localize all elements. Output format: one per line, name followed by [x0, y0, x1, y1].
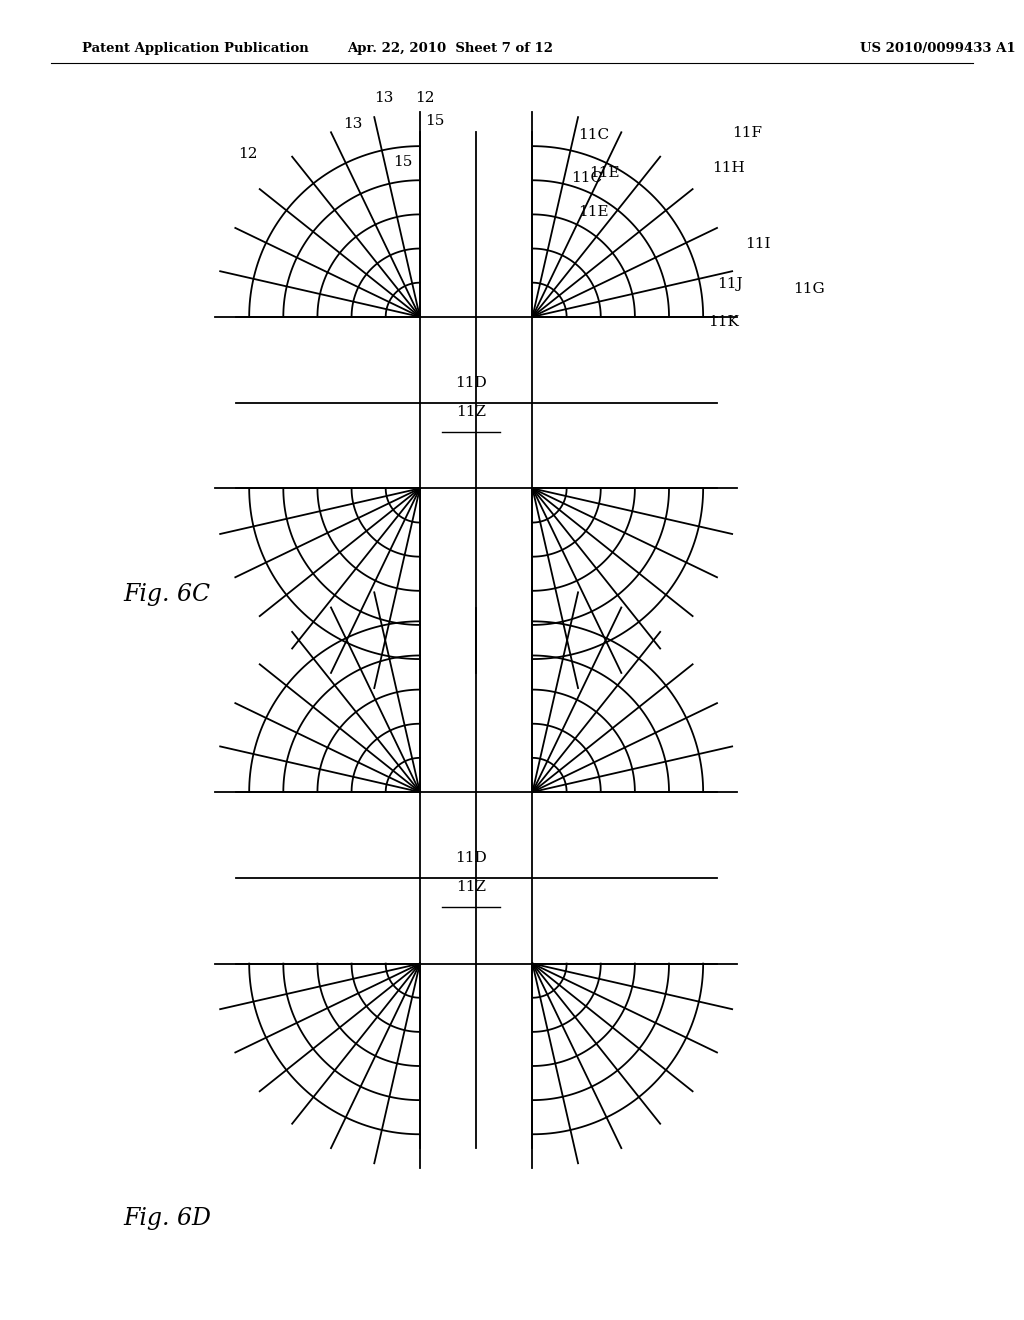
- Text: 15: 15: [426, 115, 444, 128]
- Text: Apr. 22, 2010  Sheet 7 of 12: Apr. 22, 2010 Sheet 7 of 12: [347, 42, 554, 55]
- Text: 11Z: 11Z: [456, 880, 486, 894]
- Text: 11D: 11D: [455, 376, 487, 389]
- Text: 11F: 11F: [732, 127, 762, 140]
- Text: 11E: 11E: [589, 166, 620, 180]
- Text: US 2010/0099433 A1: US 2010/0099433 A1: [860, 42, 1016, 55]
- Text: 13: 13: [375, 91, 393, 104]
- Text: 11J: 11J: [717, 277, 742, 290]
- Text: Patent Application Publication: Patent Application Publication: [82, 42, 308, 55]
- Text: 11H: 11H: [712, 161, 744, 174]
- Text: 11C: 11C: [579, 128, 609, 141]
- Text: 12: 12: [238, 148, 258, 161]
- Text: 11G: 11G: [794, 282, 825, 296]
- Text: Fig. 6C: Fig. 6C: [123, 582, 210, 606]
- Text: 11Z: 11Z: [456, 405, 486, 418]
- Text: 13: 13: [344, 117, 362, 131]
- Text: 11C: 11C: [571, 172, 602, 185]
- Text: 11E: 11E: [579, 206, 609, 219]
- Text: 12: 12: [415, 91, 435, 104]
- Text: 11I: 11I: [745, 238, 771, 251]
- Text: 11D: 11D: [455, 851, 487, 865]
- Text: 11K: 11K: [709, 315, 739, 329]
- Text: 15: 15: [393, 156, 412, 169]
- Text: Fig. 6D: Fig. 6D: [123, 1206, 211, 1230]
